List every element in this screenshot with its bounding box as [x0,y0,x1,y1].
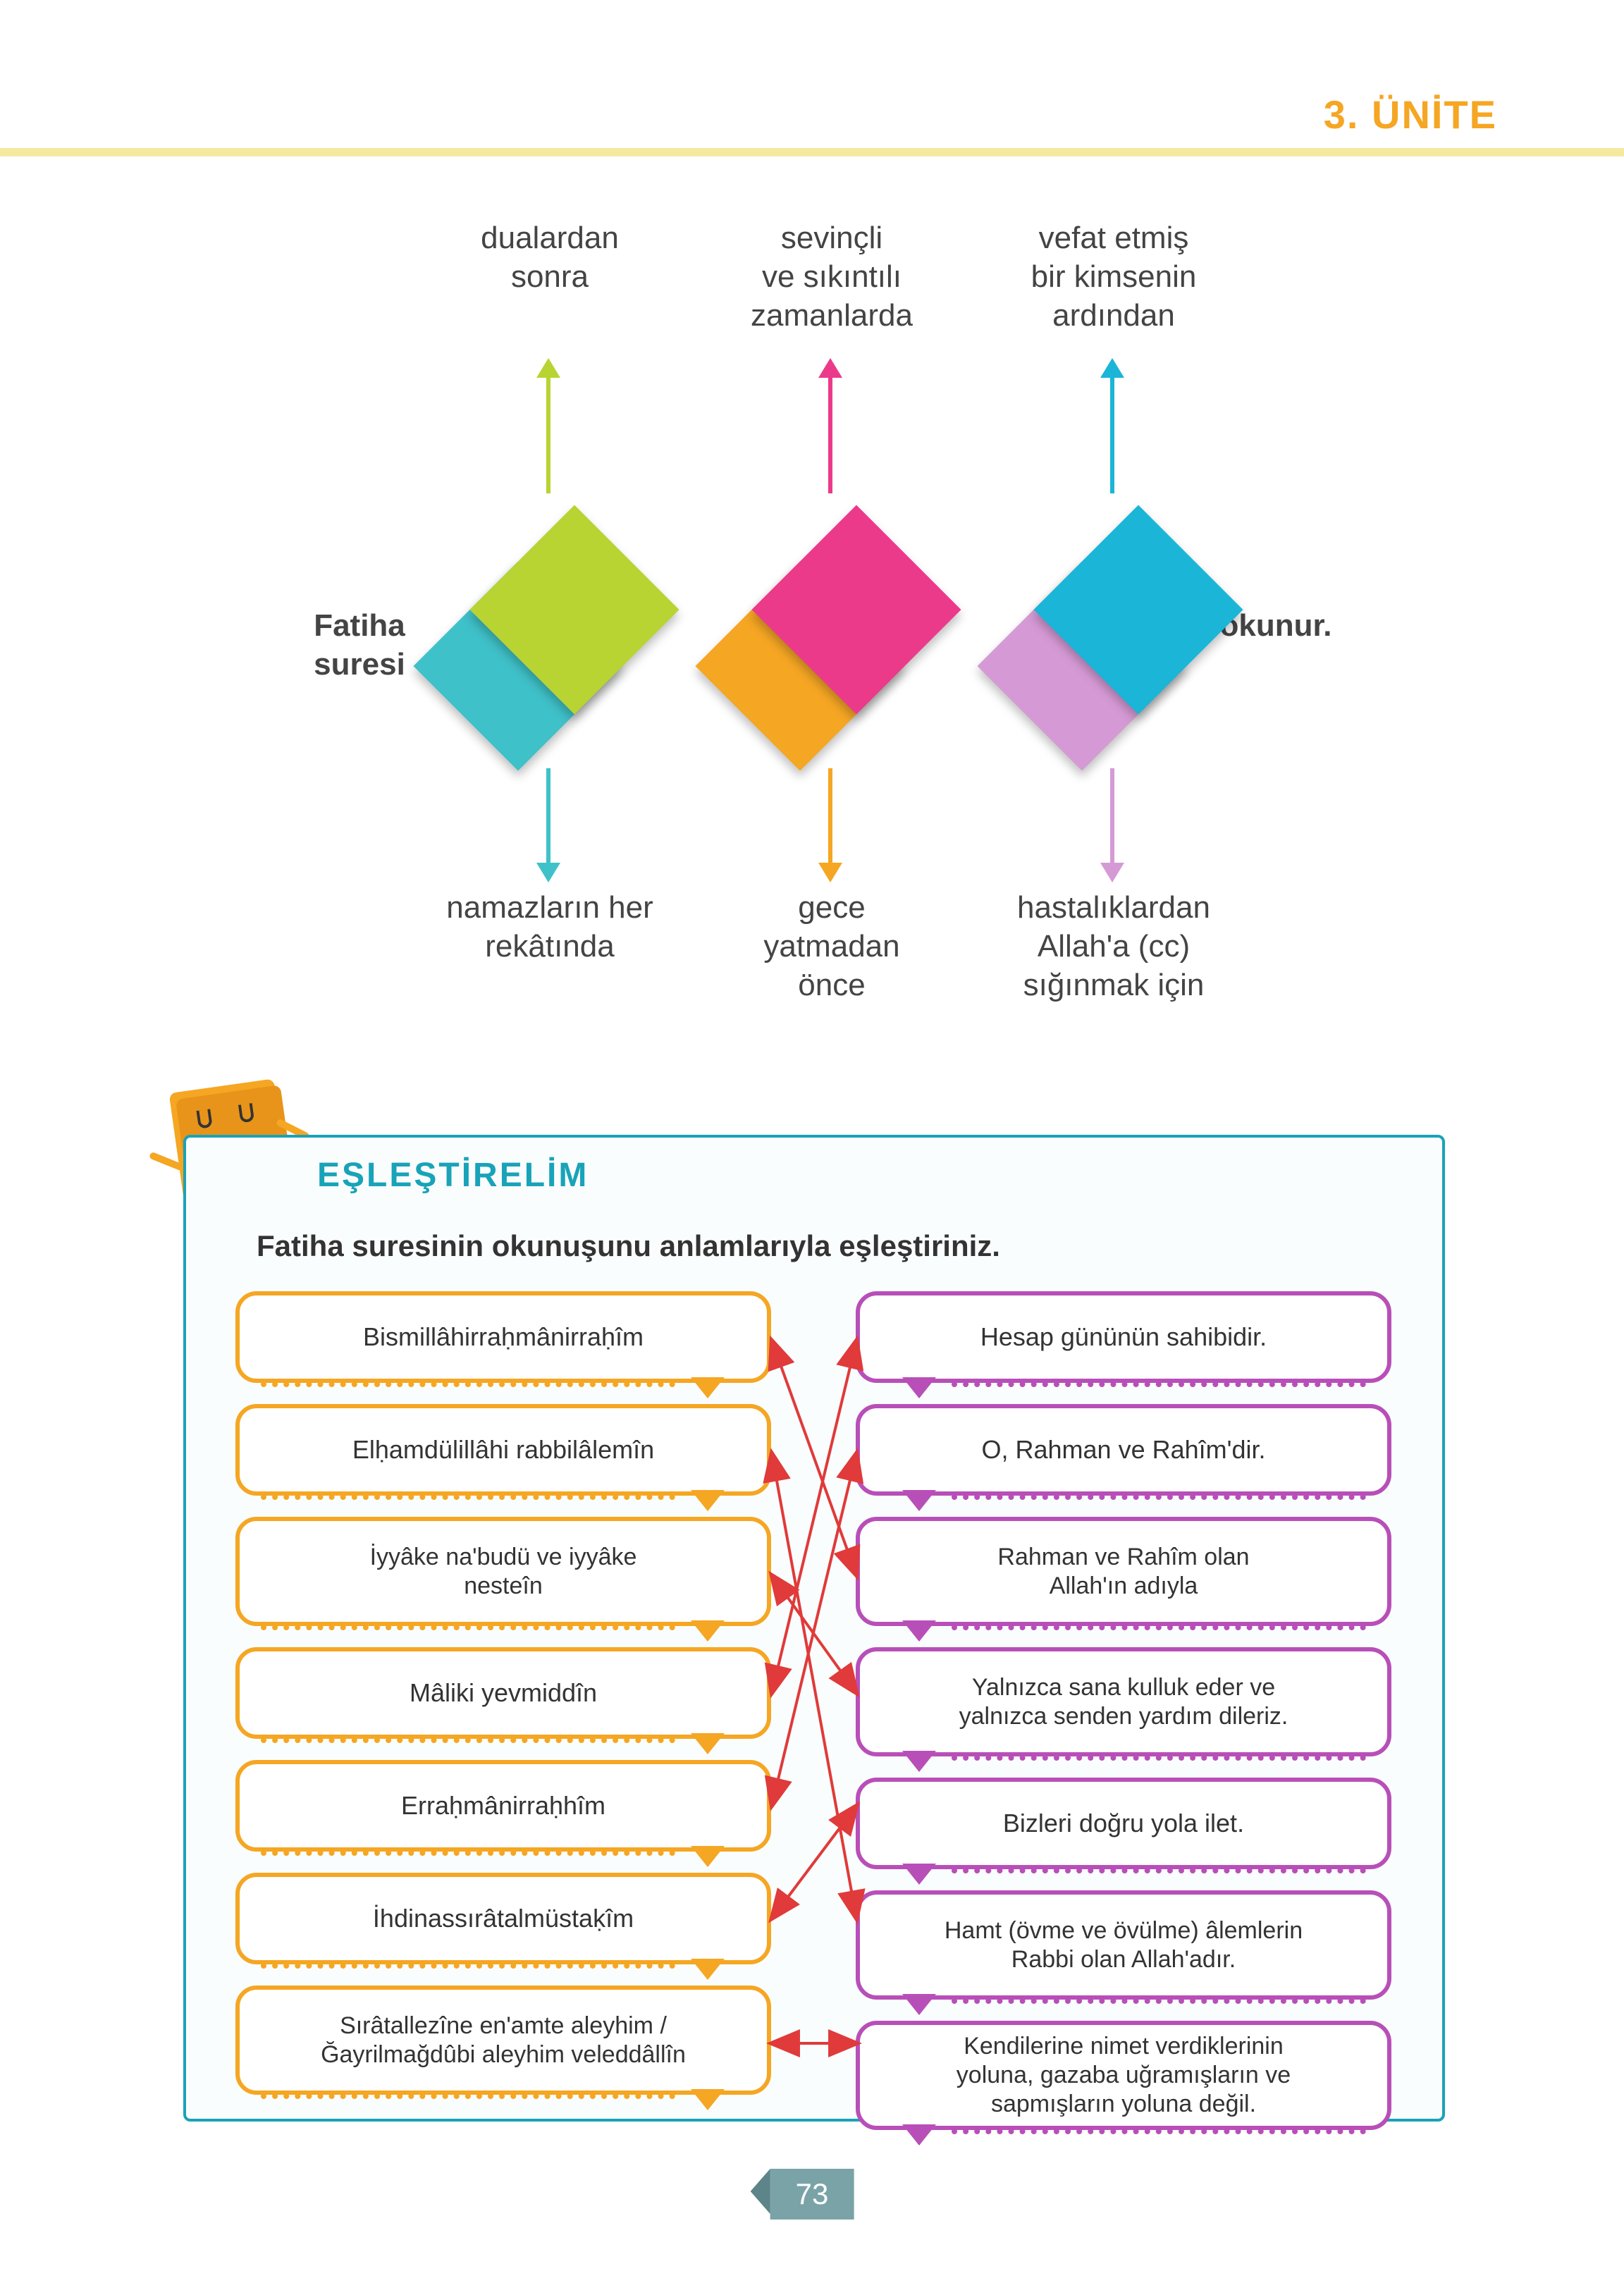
matching-activity: Fatiha suresinin okunuşunu anlamlarıyla … [183,1135,1445,2122]
match-card[interactable]: Mâliki yevmiddîn [235,1647,771,1739]
arrow-down-icon [1110,768,1114,867]
match-card[interactable]: Erraḥmânirraḥhîm [235,1760,771,1852]
arrow-down-icon [828,768,832,867]
page-number: 73 [770,2169,854,2220]
diagram-bottom-label: hastalıklardanAllah'a (cc)sığınmak için [987,888,1241,1004]
match-card[interactable]: Bismillâhirraḥmânirraḥîm [235,1291,771,1383]
arrow-up-icon [546,374,550,493]
activity-instruction: Fatiha suresinin okunuşunu anlamlarıyla … [257,1229,1393,1263]
match-card[interactable]: İhdinassırâtalmüstaḳîm [235,1873,771,1964]
match-card[interactable]: Hamt (övme ve övülme) âlemlerinRabbi ola… [856,1890,1391,2000]
arrow-down-icon [546,768,550,867]
match-card[interactable]: Rahman ve Rahîm olanAllah'ın adıyla [856,1517,1391,1626]
diagram-top-label: sevinçlive sıkıntılızamanlarda [705,218,959,335]
arabic-column: Bismillâhirraḥmânirraḥîm Elḥamdülillâhi r… [235,1291,771,2130]
diagram-top-label: dualardansonra [423,218,677,296]
activity-title: EŞLEŞTİRELİM [317,1156,589,1195]
match-card[interactable]: Sırâtallezîne en'amte aleyhim /Ğayrilmağ… [235,1986,771,2095]
arrow-up-icon [828,374,832,493]
diagram-top-label: vefat etmişbir kimseninardından [987,218,1241,335]
header-divider [0,148,1624,156]
match-card[interactable]: Kendilerine nimet verdiklerininyoluna, g… [856,2021,1391,2130]
match-card[interactable]: Elḥamdülillâhi rabbilâlemîn [235,1404,771,1496]
match-card[interactable]: Hesap gününün sahibidir. [856,1291,1391,1383]
when-fatiha-read-diagram: Fatiha suresi okunur. dualardansonranama… [268,211,1353,1022]
match-card[interactable]: İyyâke na'budü ve iyyâkenesteîn [235,1517,771,1626]
match-card[interactable]: Yalnızca sana kulluk eder veyalnızca sen… [856,1647,1391,1756]
match-card[interactable]: Bizleri doğru yola ilet. [856,1778,1391,1869]
match-card[interactable]: O, Rahman ve Rahîm'dir. [856,1404,1391,1496]
unit-label: 3. ÜNİTE [1324,92,1497,137]
arrow-up-icon [1110,374,1114,493]
diagram-bottom-label: namazların herrekâtında [423,888,677,966]
meaning-column: Hesap gününün sahibidir. O, Rahman ve Rah… [856,1291,1391,2130]
diagram-bottom-label: geceyatmadanönce [705,888,959,1004]
